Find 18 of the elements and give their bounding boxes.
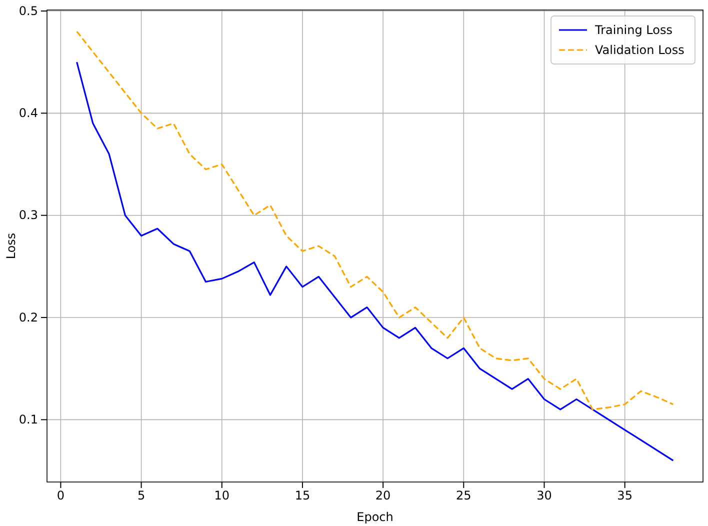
x-tick-label: 30: [536, 488, 552, 503]
x-tick-label: 10: [214, 488, 230, 503]
y-tick-label: 0.4: [18, 106, 38, 120]
y-tick-label: 0.2: [18, 310, 38, 324]
x-tick-label: 20: [375, 488, 391, 503]
y-tick-label: 0.5: [18, 4, 38, 18]
legend-label: Validation Loss: [595, 43, 684, 57]
line-series: [76, 61, 674, 462]
x-tick-label: 35: [617, 488, 632, 503]
y-axis-title: Loss: [4, 232, 18, 260]
x-tick-label: 25: [456, 488, 472, 503]
x-tick-label: 5: [137, 488, 146, 503]
legend-label: Training Loss: [594, 23, 672, 37]
x-tick-label: 15: [294, 488, 310, 503]
y-tick-label: 0.3: [18, 208, 38, 222]
y-tick-label: 0.1: [18, 412, 38, 427]
x-tick-label: 0: [56, 488, 65, 503]
x-axis-title: Epoch: [356, 510, 394, 524]
